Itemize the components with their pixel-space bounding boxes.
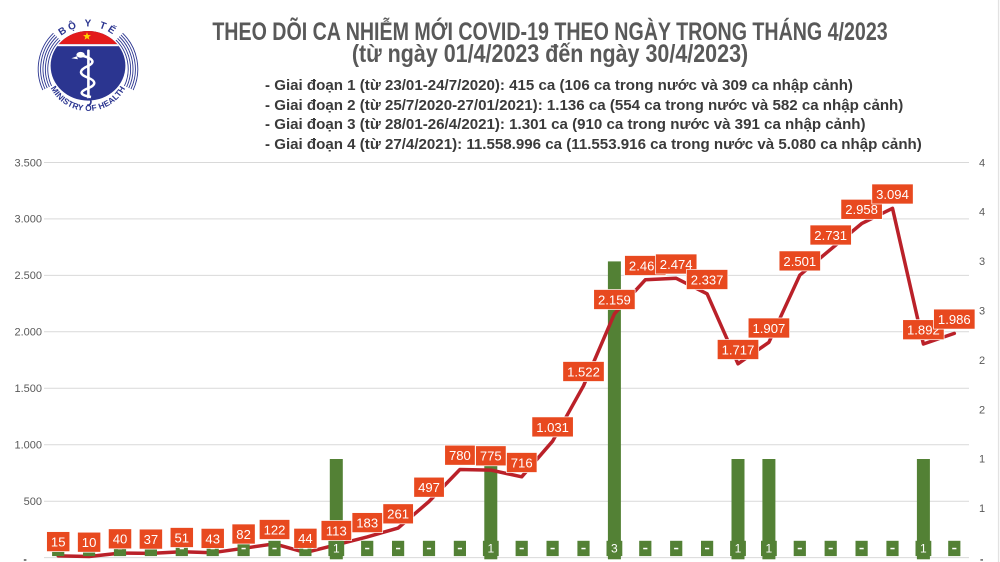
svg-text:497: 497 xyxy=(418,480,440,495)
svg-text:2.958: 2.958 xyxy=(845,202,878,217)
svg-text:1.000: 1.000 xyxy=(14,440,42,452)
svg-text:1.522: 1.522 xyxy=(567,364,600,379)
svg-text:2.159: 2.159 xyxy=(598,292,631,307)
svg-text:40: 40 xyxy=(113,532,128,547)
svg-text:1: 1 xyxy=(920,542,927,556)
svg-text:775: 775 xyxy=(480,449,502,464)
svg-text:2.461: 2.461 xyxy=(629,258,662,273)
svg-text:2.731: 2.731 xyxy=(814,228,847,243)
svg-text:1: 1 xyxy=(766,542,773,556)
svg-text:500: 500 xyxy=(24,496,42,508)
svg-text:1.031: 1.031 xyxy=(536,420,569,435)
svg-text:1: 1 xyxy=(979,454,985,466)
svg-text:2.501: 2.501 xyxy=(783,254,816,269)
svg-text:44: 44 xyxy=(298,531,313,546)
svg-text:780: 780 xyxy=(449,448,471,463)
svg-text:37: 37 xyxy=(144,532,159,547)
svg-text:82: 82 xyxy=(236,527,251,542)
svg-text:3: 3 xyxy=(611,542,618,556)
svg-text:43: 43 xyxy=(205,531,220,546)
svg-text:1.986: 1.986 xyxy=(938,312,971,327)
svg-text:2: 2 xyxy=(979,404,985,416)
svg-text:1: 1 xyxy=(979,503,985,515)
svg-text:261: 261 xyxy=(387,507,409,522)
svg-text:4: 4 xyxy=(979,157,985,169)
svg-text:716: 716 xyxy=(511,455,533,470)
svg-text:183: 183 xyxy=(356,516,378,531)
svg-text:1.907: 1.907 xyxy=(753,321,786,336)
svg-text:3.094: 3.094 xyxy=(876,187,909,202)
svg-text:3: 3 xyxy=(979,306,985,318)
svg-text:1: 1 xyxy=(487,542,494,556)
svg-text:2: 2 xyxy=(979,355,985,367)
svg-text:1.892: 1.892 xyxy=(907,323,940,338)
svg-text:3.000: 3.000 xyxy=(14,214,42,226)
svg-text:122: 122 xyxy=(264,522,286,537)
svg-text:2.500: 2.500 xyxy=(14,270,42,282)
svg-text:2.000: 2.000 xyxy=(14,327,42,339)
svg-text:2.474: 2.474 xyxy=(660,257,693,272)
svg-text:10: 10 xyxy=(82,535,97,550)
svg-text:1: 1 xyxy=(735,542,742,556)
svg-text:3: 3 xyxy=(979,256,985,268)
svg-text:1.500: 1.500 xyxy=(14,383,42,395)
svg-text:15: 15 xyxy=(51,535,66,550)
svg-text:113: 113 xyxy=(326,523,347,538)
svg-text:1.717: 1.717 xyxy=(722,342,755,357)
svg-text:1: 1 xyxy=(333,542,340,556)
svg-text:4: 4 xyxy=(979,207,985,219)
svg-text:2.337: 2.337 xyxy=(691,272,724,287)
svg-text:3.500: 3.500 xyxy=(14,157,42,169)
svg-text:51: 51 xyxy=(175,530,190,545)
